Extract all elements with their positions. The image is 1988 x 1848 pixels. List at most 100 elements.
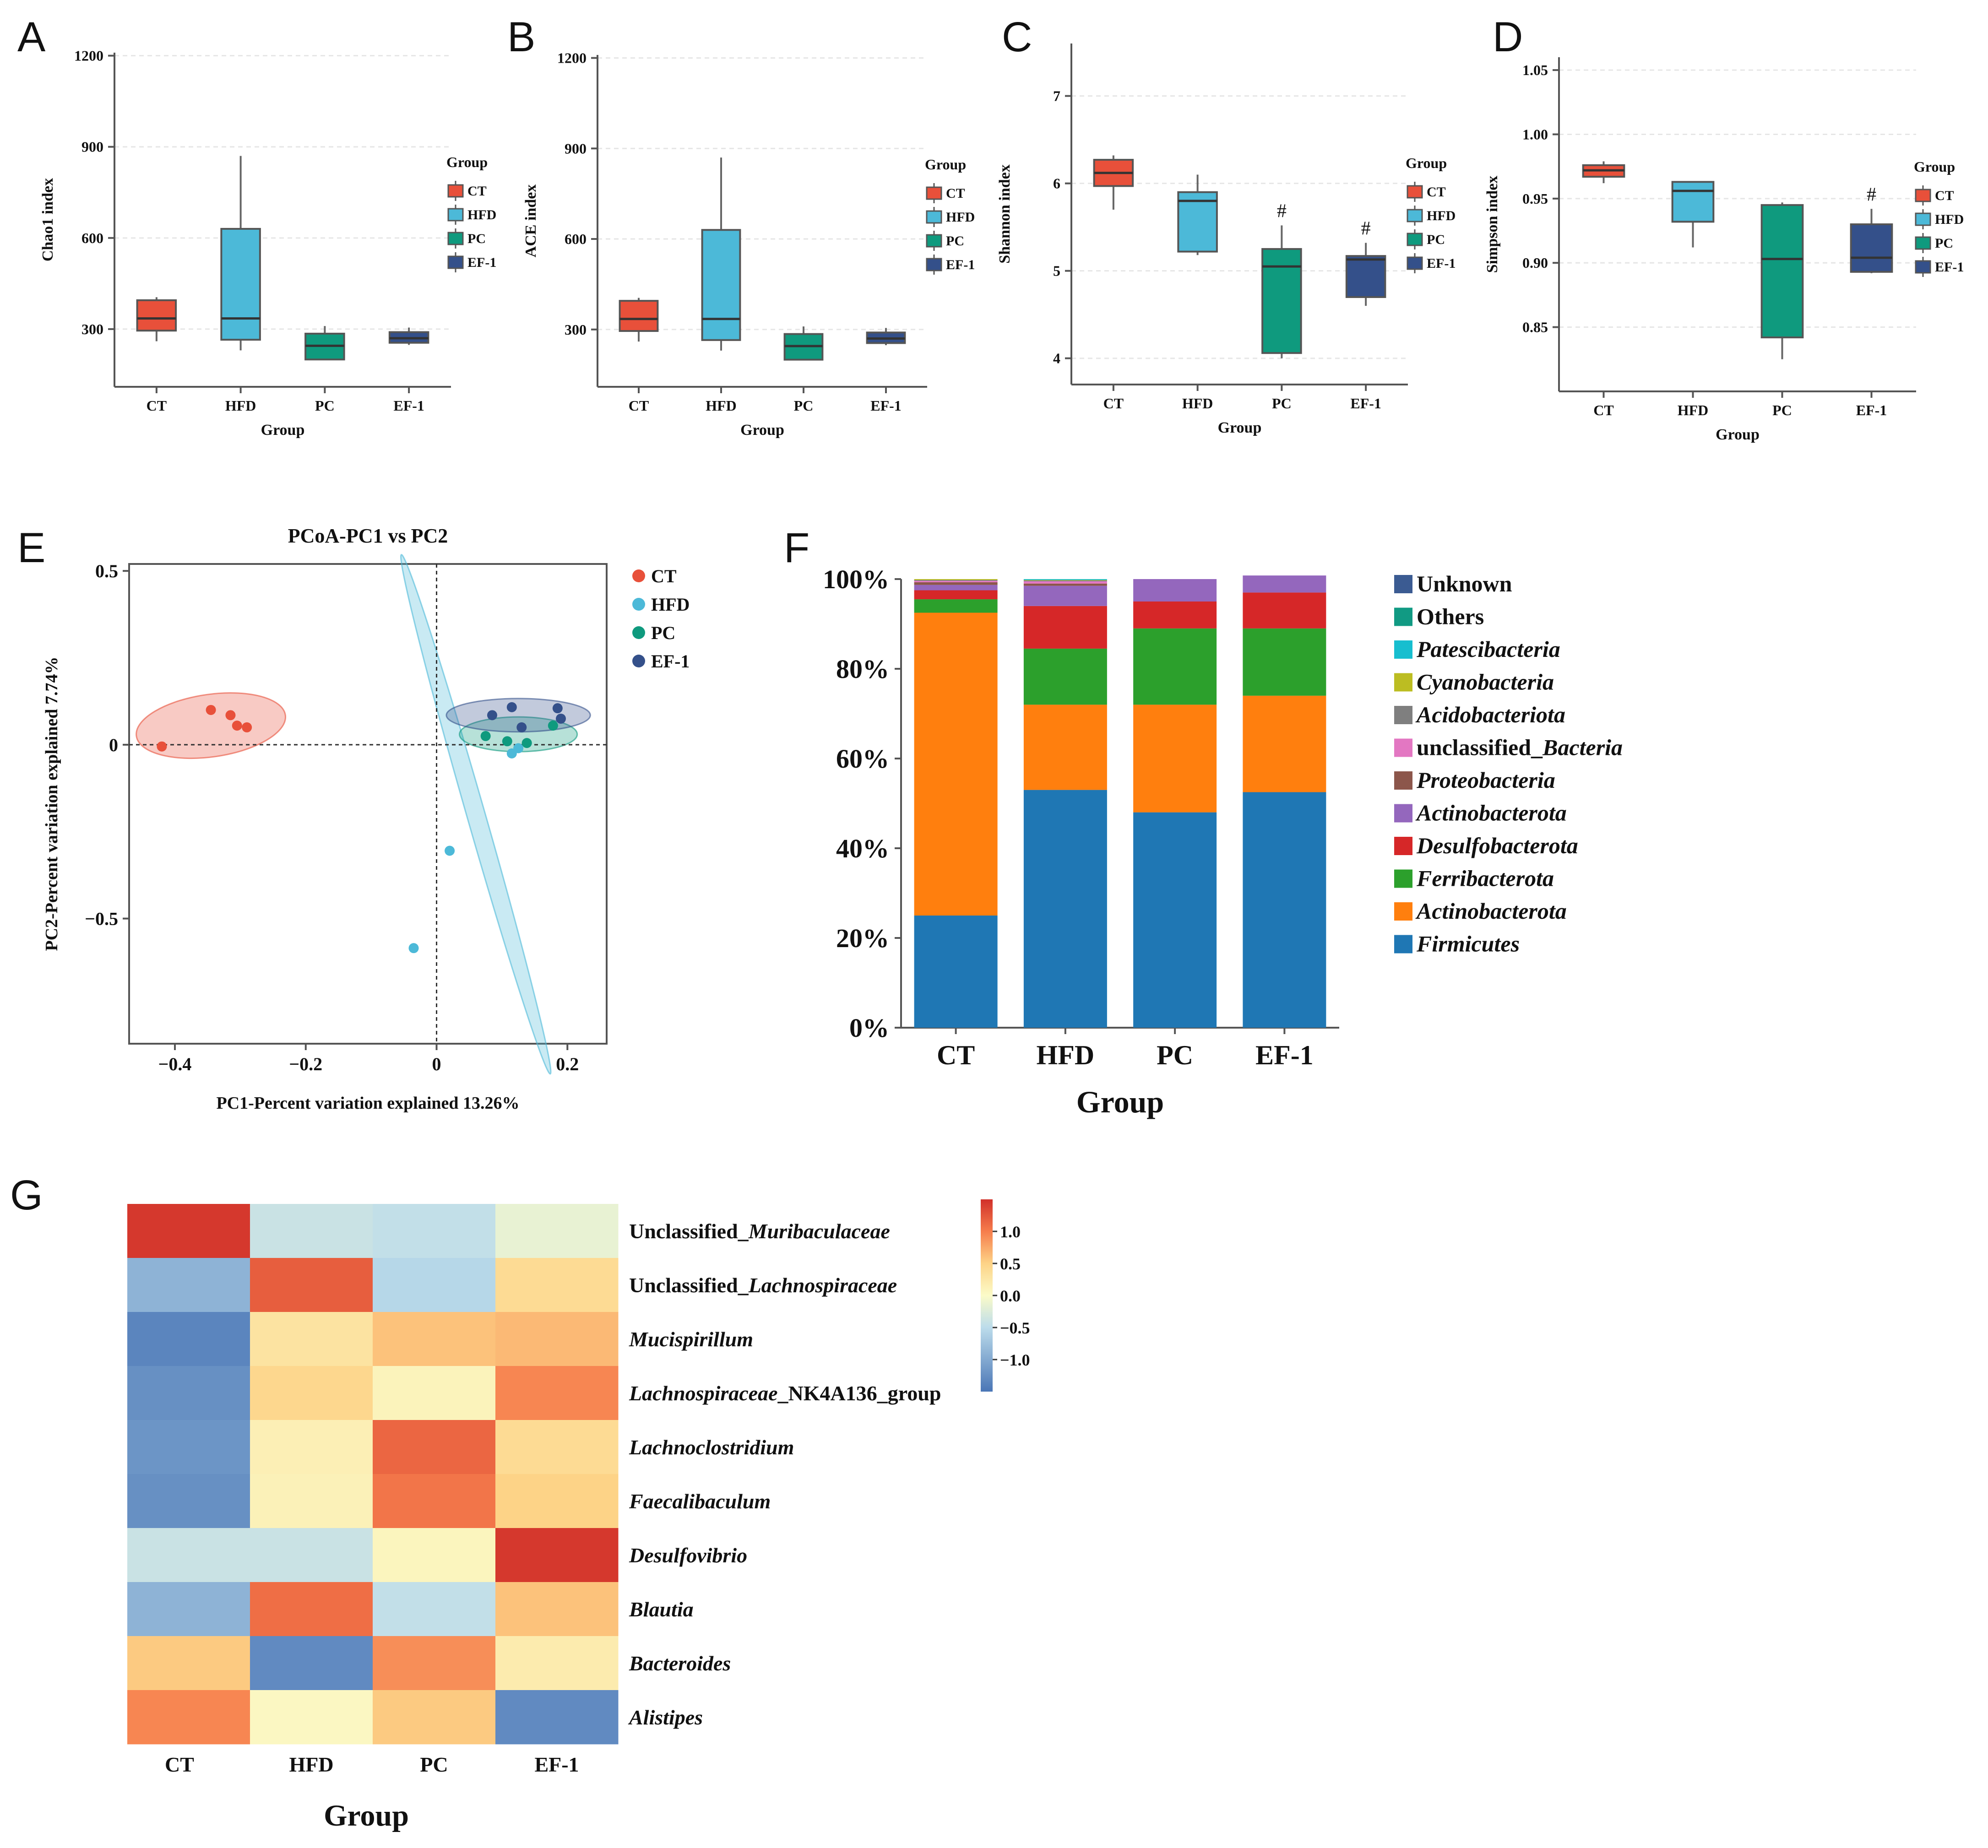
bar-segment-actinobacterota <box>914 612 998 916</box>
y-tick-label: 300 <box>565 321 587 338</box>
heatmap-cell <box>373 1528 496 1582</box>
heatmap-cell <box>127 1420 250 1474</box>
x-tick-label: −0.2 <box>289 1054 322 1074</box>
legend-label: CT <box>1935 188 1954 203</box>
y-axis-label: ACE index <box>522 184 539 258</box>
heatmap-cell <box>127 1474 250 1528</box>
heatmap-cell <box>127 1636 250 1691</box>
y-tick-label: 900 <box>81 139 103 155</box>
point-hfd <box>445 845 455 856</box>
row-label-name: Alistipes <box>628 1706 703 1729</box>
legend-label: Unknown <box>1417 571 1512 596</box>
point-ef-1 <box>552 703 563 714</box>
bar-segment-ferribacterota <box>1023 648 1107 705</box>
legend-key-ef-1 <box>632 655 645 667</box>
heatmap-cell <box>373 1204 496 1258</box>
y-tick-label: 20% <box>836 923 889 953</box>
bar-segment-ferribacterota <box>1133 628 1217 705</box>
x-axis-label: Group <box>1076 1084 1164 1119</box>
panel-c-shannon-boxplot: 4 5 6 7 CT HFD PC EF-1 # # Group Shannon index Group… <box>996 43 1456 436</box>
legend-key-ct <box>1915 189 1931 202</box>
column-label: PC <box>420 1753 448 1776</box>
x-tick-label: HFD <box>225 397 256 414</box>
legend-label: EF-1 <box>467 255 496 270</box>
legend-label: CT <box>1427 184 1446 200</box>
heatmap-cell <box>250 1204 373 1258</box>
heatmap-cell <box>373 1258 496 1312</box>
x-tick-label: PC <box>1272 395 1292 412</box>
legend-key-ef-1 <box>1407 256 1423 270</box>
row-label: Faecalibaculum <box>629 1490 771 1513</box>
panel-a-chao1-boxplot: 300 600 900 1200 CT HFD PC EF-1 Group Chao1 index… <box>39 48 496 439</box>
legend-key-ct <box>447 184 464 198</box>
legend-label-part-italic: Bacteria <box>1542 735 1623 760</box>
row-label: Lachnospiraceae_NK4A136_group <box>629 1382 941 1405</box>
x-tick-label: CT <box>1593 402 1613 418</box>
legend-label: unclassified_Bacteria <box>1417 735 1623 760</box>
x-axis-label: Group <box>324 1799 409 1832</box>
bar-segment-actinobacterota <box>1133 705 1217 813</box>
legend-label-part: unclassified_ <box>1417 735 1543 760</box>
legend-key-hfd <box>1407 209 1423 222</box>
confidence-ellipse-hfd <box>400 554 552 1075</box>
legend-key <box>1394 837 1412 855</box>
panel-f-stacked-bar: 0% 20% 40% 60% 80% 100% CT HFD PC EF-1 Group Unknow… <box>823 564 1623 1119</box>
bar-segment-cyanobacteria <box>914 579 998 580</box>
colorbar-tick-label: 1.0 <box>1000 1223 1021 1241</box>
panel-letter-g: G <box>10 1172 43 1219</box>
y-tick-label: 0.85 <box>1522 319 1548 336</box>
y-tick-label: 80% <box>836 654 889 684</box>
legend-key <box>1394 673 1412 692</box>
row-label: Bacteroides <box>629 1652 731 1675</box>
legend-label: CT <box>946 186 965 201</box>
legend-key <box>1394 869 1412 888</box>
x-tick-label: HFD <box>1037 1040 1095 1070</box>
legend-label: Cyanobacteria <box>1417 669 1554 695</box>
colorbar-tick-label: −1.0 <box>1000 1351 1030 1369</box>
x-tick-label: PC <box>794 397 814 414</box>
row-label: Unclassified_Lachnospiraceae <box>629 1274 897 1297</box>
panel-letter-a: A <box>17 14 46 60</box>
bar-segment-ferribacterota <box>1243 628 1326 696</box>
legend-key-pc <box>1915 236 1931 250</box>
legend-key-ef-1 <box>926 258 942 271</box>
legend-label: HFD <box>1935 212 1964 227</box>
legend-label: CT <box>467 184 487 199</box>
row-label-prefix: Unclassified_ <box>629 1219 749 1243</box>
heatmap-cell <box>250 1366 373 1420</box>
legend-key <box>1394 902 1412 921</box>
panel-letter-f: F <box>784 525 809 571</box>
bar-segment-actinobacterota <box>1133 579 1217 602</box>
legend-key-ef-1 <box>1915 260 1931 274</box>
y-axis-label: Shannon index <box>996 164 1013 263</box>
legend-key-pc <box>926 234 942 248</box>
confidence-ellipse-ct <box>136 692 287 759</box>
heatmap-cell <box>373 1312 496 1366</box>
legend-key <box>1394 738 1412 757</box>
y-tick-label: 5 <box>1053 263 1060 279</box>
bar-segment-unclassified-bacteria <box>1023 581 1107 584</box>
y-tick-label: 7 <box>1053 88 1060 104</box>
x-tick-label: HFD <box>1182 395 1213 412</box>
legend-label: Acidobacteriota <box>1415 702 1565 727</box>
heatmap-cell <box>373 1636 496 1691</box>
heatmap-cell <box>250 1528 373 1582</box>
bar-segment-patescibacteria <box>1023 579 1107 580</box>
panel-b-ace-boxplot: 300 600 900 1200 CT HFD PC EF-1 Group ACE index Gr… <box>522 50 975 439</box>
legend-key <box>1394 804 1412 823</box>
heatmap-cell <box>250 1582 373 1637</box>
heatmap-cell <box>495 1690 619 1745</box>
box-pc <box>1261 248 1302 354</box>
bar-segment-firmicutes <box>1133 812 1217 1028</box>
heatmap-cell <box>127 1366 250 1420</box>
y-tick-label: 600 <box>81 230 103 246</box>
row-label-name: Bacteroides <box>629 1652 731 1675</box>
row-label-name: Blautia <box>629 1598 694 1621</box>
legend-label: HFD <box>467 207 496 222</box>
row-label: Unclassified_Muribaculaceae <box>629 1219 890 1243</box>
x-tick-label: EF-1 <box>870 397 902 414</box>
y-axis-label: PC2-Percent variation explained 7.74% <box>42 656 61 951</box>
y-tick-label: −0.5 <box>85 909 118 929</box>
legend-key-pc <box>632 626 645 639</box>
x-tick-label: PC <box>315 397 335 414</box>
